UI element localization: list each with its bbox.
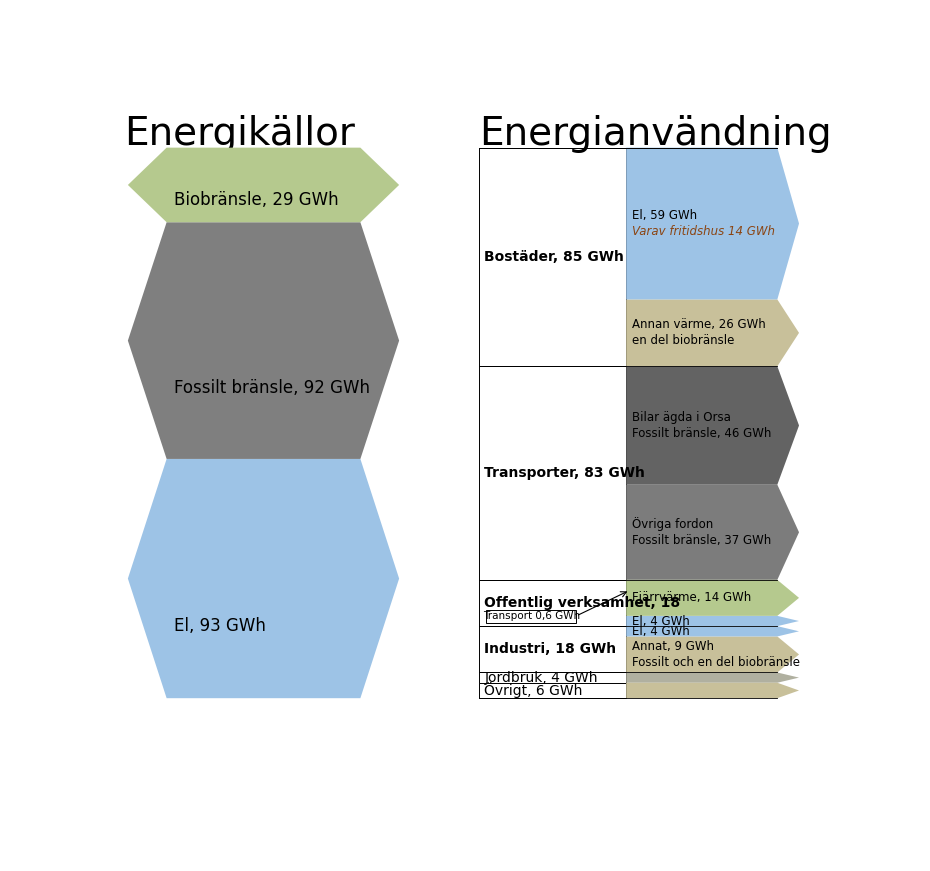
Text: Annat, 9 GWh
Fossilt och en del biobränsle: Annat, 9 GWh Fossilt och en del biobräns… — [631, 640, 800, 669]
Polygon shape — [626, 367, 799, 484]
Text: El, 4 GWh: El, 4 GWh — [631, 625, 689, 638]
Text: Övriga fordon
Fossilt bränsle, 37 GWh: Övriga fordon Fossilt bränsle, 37 GWh — [631, 517, 771, 547]
Polygon shape — [626, 672, 799, 683]
Text: Varav fritidshus 14 GWh: Varav fritidshus 14 GWh — [631, 225, 775, 238]
Text: Bilar ägda i Orsa
Fossilt bränsle, 46 GWh: Bilar ägda i Orsa Fossilt bränsle, 46 GW… — [631, 411, 771, 440]
Polygon shape — [626, 626, 799, 637]
Text: Energikällor: Energikällor — [124, 114, 355, 152]
Polygon shape — [479, 580, 626, 626]
Text: Transport 0,6 GWh: Transport 0,6 GWh — [483, 611, 579, 621]
Text: Energianvändning: Energianvändning — [479, 114, 831, 152]
Polygon shape — [127, 222, 399, 459]
Polygon shape — [479, 148, 626, 367]
Polygon shape — [626, 484, 799, 580]
Polygon shape — [479, 626, 626, 672]
Polygon shape — [479, 683, 626, 699]
Polygon shape — [626, 683, 799, 699]
Text: Jordbruk, 4 GWh: Jordbruk, 4 GWh — [485, 671, 598, 685]
FancyBboxPatch shape — [486, 610, 577, 623]
Text: Fjärrvärme, 14 GWh: Fjärrvärme, 14 GWh — [631, 591, 751, 604]
Polygon shape — [127, 459, 399, 699]
Text: Övrigt, 6 GWh: Övrigt, 6 GWh — [485, 683, 583, 699]
Text: Biobränsle, 29 GWh: Biobränsle, 29 GWh — [175, 191, 339, 209]
Text: El, 93 GWh: El, 93 GWh — [175, 618, 266, 636]
Polygon shape — [626, 616, 799, 626]
Text: Transporter, 83 GWh: Transporter, 83 GWh — [485, 466, 645, 480]
Polygon shape — [626, 300, 799, 367]
Polygon shape — [479, 367, 626, 580]
Polygon shape — [479, 672, 626, 683]
Polygon shape — [626, 580, 799, 616]
Text: El, 4 GWh: El, 4 GWh — [631, 615, 689, 627]
Text: Offentlig verksamhet, 18: Offentlig verksamhet, 18 — [485, 596, 681, 610]
Text: Bostäder, 85 GWh: Bostäder, 85 GWh — [485, 250, 624, 264]
Text: Fossilt bränsle, 92 GWh: Fossilt bränsle, 92 GWh — [175, 379, 370, 397]
Text: Industri, 18 GWh: Industri, 18 GWh — [485, 642, 617, 657]
Text: Annan värme, 26 GWh
en del biobränsle: Annan värme, 26 GWh en del biobränsle — [631, 319, 765, 348]
Text: El, 59 GWh: El, 59 GWh — [631, 209, 697, 222]
Polygon shape — [626, 148, 799, 300]
Polygon shape — [626, 637, 799, 672]
Polygon shape — [127, 148, 399, 222]
